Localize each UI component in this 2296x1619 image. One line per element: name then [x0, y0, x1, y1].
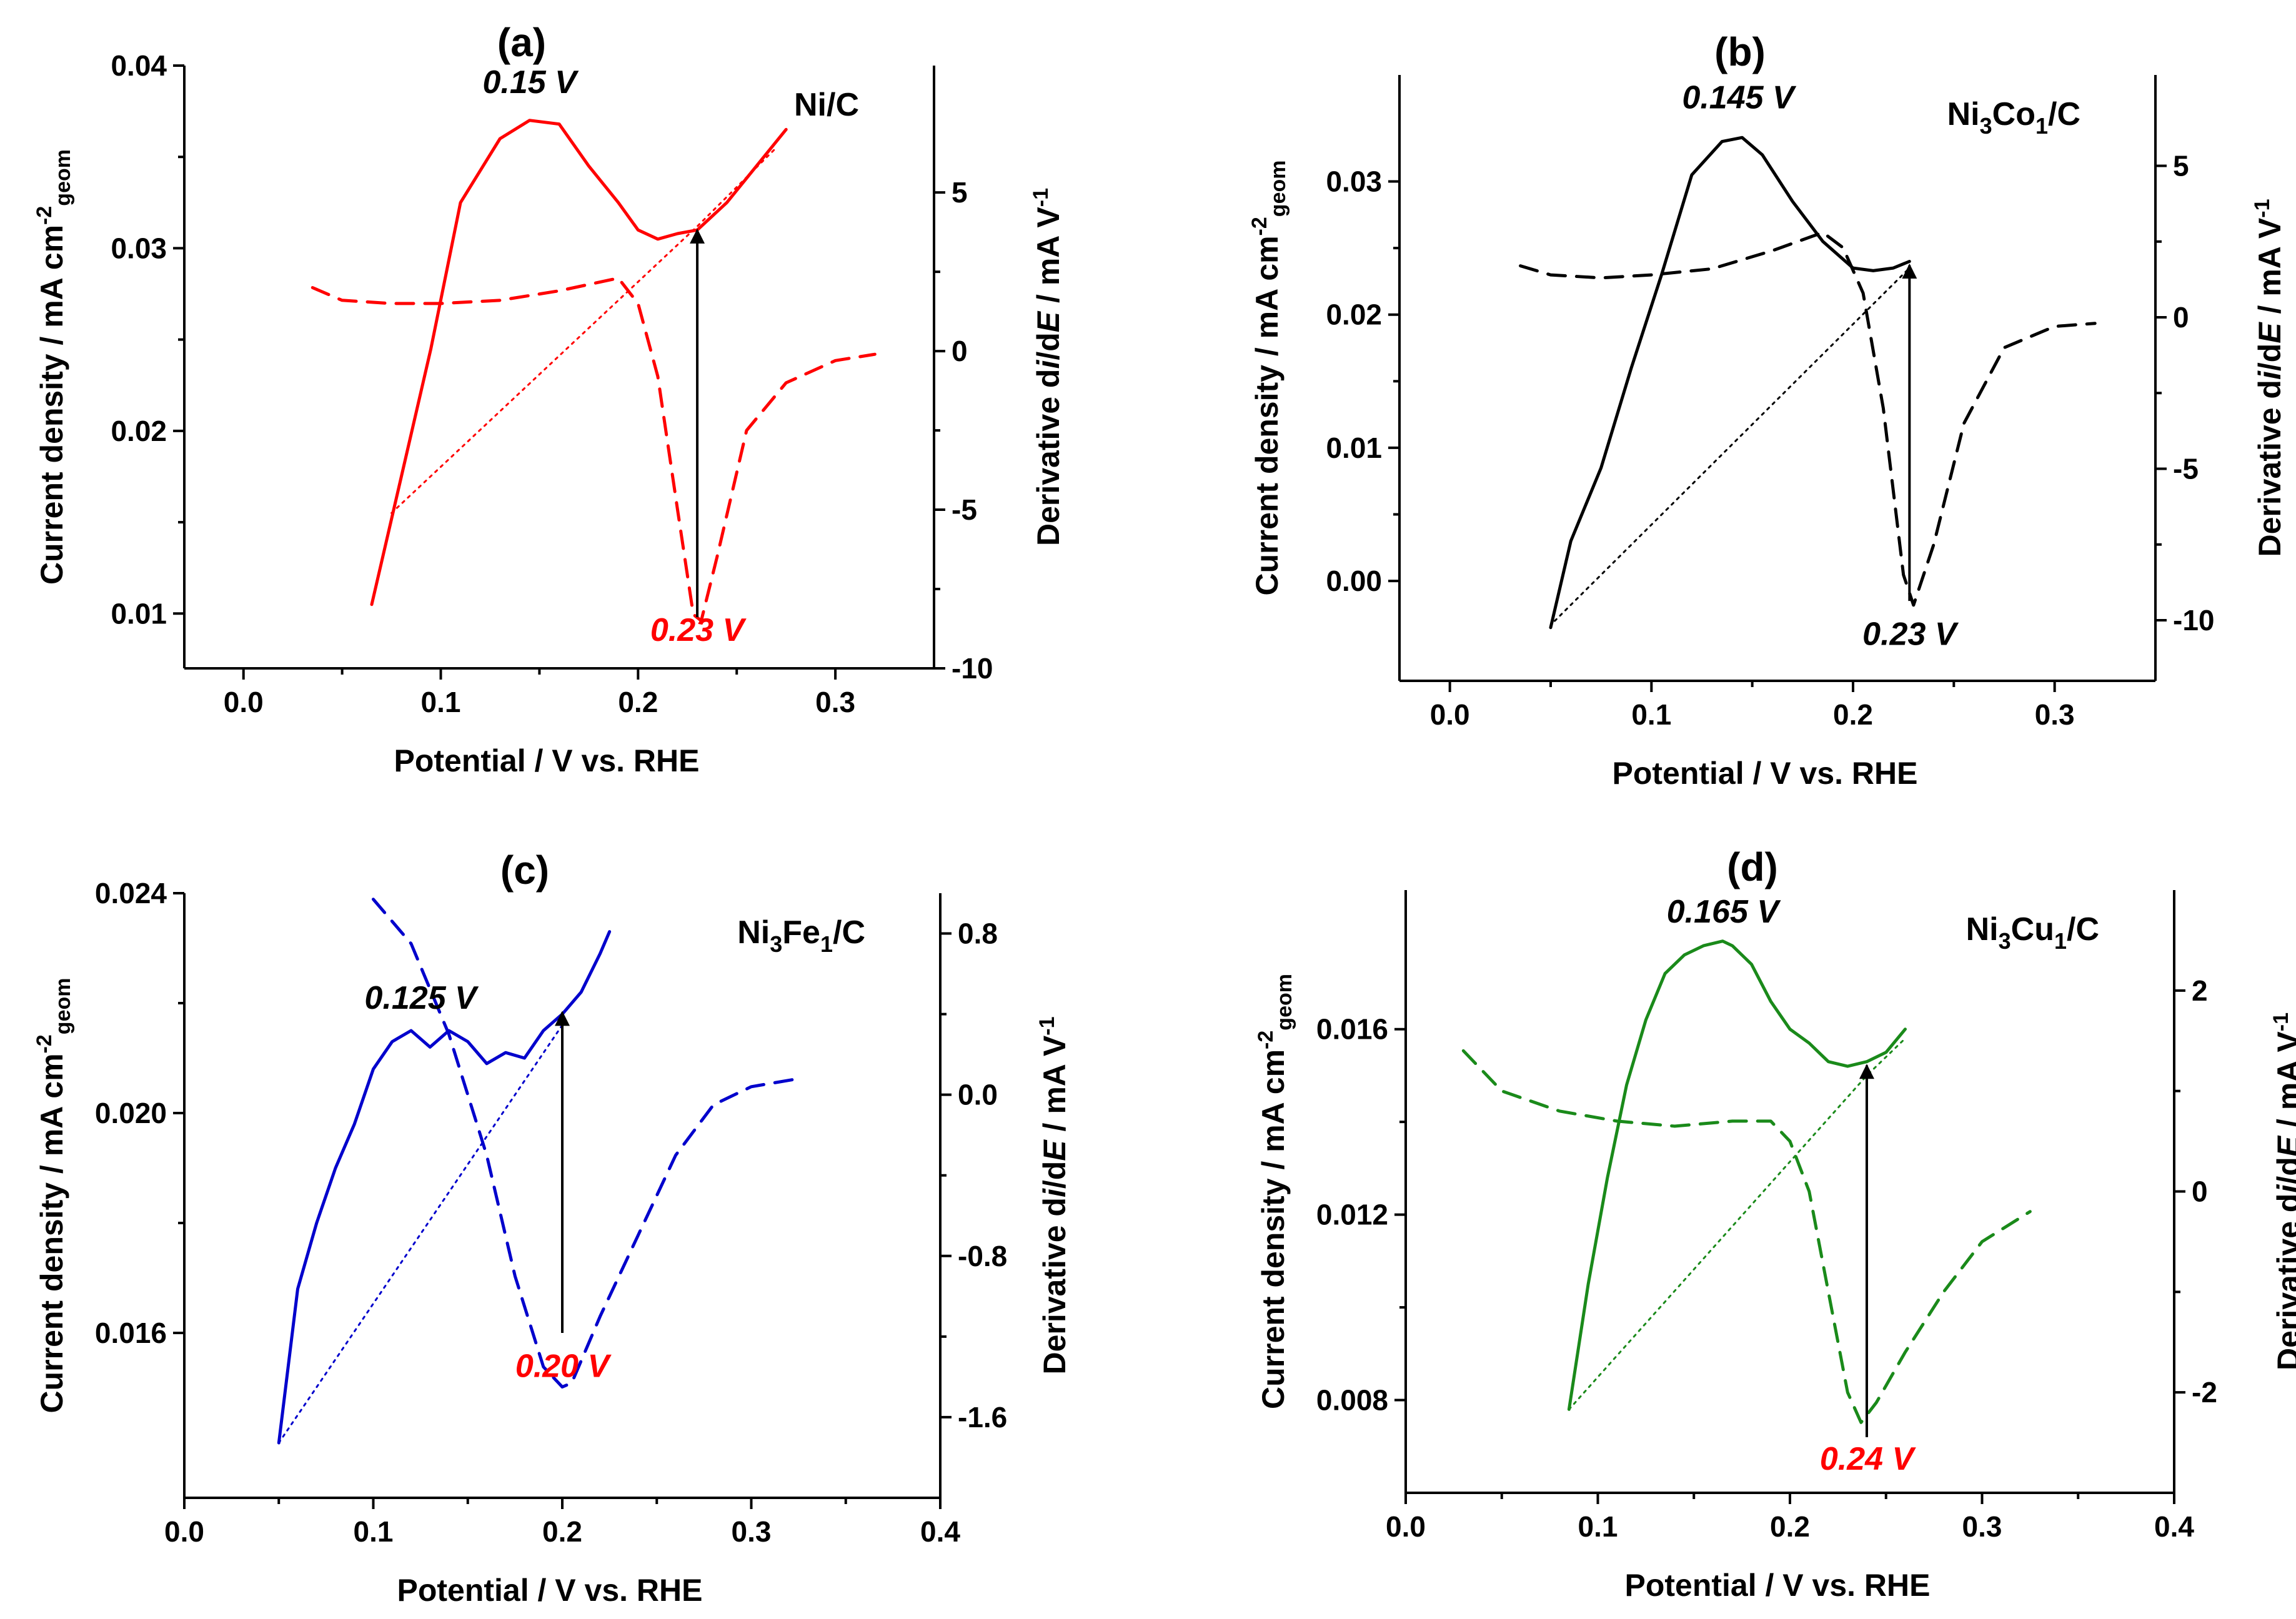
series-solid-line [370, 119, 788, 607]
onset-potential-annotation: 0.23 V [1862, 616, 1959, 652]
x-tick-label: 0.2 [1833, 698, 1873, 731]
y-right-tick-label: 0.8 [958, 918, 998, 950]
x-tick-label: 0.3 [815, 686, 855, 718]
series-dotted-line [1568, 1037, 1906, 1410]
peak-potential-annotation: 0.145 V [1682, 79, 1797, 116]
y-left-axis-title: Current density / mA cm-2geom [1248, 161, 1290, 596]
x-tick-label: 0.2 [1770, 1510, 1810, 1543]
y-right-tick-label: -5 [2173, 453, 2199, 485]
y-left-tick-label: 0.04 [111, 49, 167, 82]
panel-b: 0.0 0.1 0.2 0.3 0.00 0.01 0.02 0.03 -10 -5 0 5 Poten… [1248, 29, 2287, 791]
x-tick-label: 0.4 [2154, 1510, 2194, 1543]
y-right-tick-label: 0.0 [958, 1079, 998, 1111]
y-right-tick-label: 2 [2192, 974, 2208, 1007]
panel-label: (c) [500, 848, 549, 893]
series-dashed-line [372, 898, 800, 1389]
y-left-tick-label: 0.02 [111, 415, 167, 447]
x-tick-label: 0.2 [542, 1515, 582, 1548]
series-dotted-line [390, 147, 777, 514]
y-right-tick-label: -1.6 [958, 1401, 1007, 1433]
x-tick-label: 0.1 [1631, 698, 1671, 731]
x-axis-title: Potential / V vs. RHE [1612, 756, 1917, 791]
y-left-tick-label: 0.00 [1326, 565, 1382, 597]
y-right-tick-label: -10 [2173, 604, 2214, 636]
y-left-tick-label: 0.008 [1316, 1384, 1388, 1417]
y-left-tick-label: 0.03 [1326, 166, 1382, 198]
y-right-tick-label: -0.8 [958, 1240, 1007, 1272]
x-tick-label: 0.2 [618, 686, 658, 718]
sample-label: Ni3Co1/C [1947, 96, 2080, 139]
y-right-tick-label: -2 [2192, 1376, 2217, 1409]
y-right-tick-label: -10 [952, 652, 993, 685]
y-left-tick-label: 0.01 [111, 597, 167, 630]
onset-potential-annotation: 0.20 V [515, 1348, 612, 1384]
x-tick-label: 0.0 [1386, 1510, 1426, 1543]
series-dashed-line [311, 276, 877, 623]
y-left-tick-label: 0.01 [1326, 432, 1382, 464]
peak-potential-annotation: 0.125 V [364, 980, 479, 1016]
panel-d: 0.0 0.1 0.2 0.3 0.4 0.008 0.012 0.016 -2 0 2 Potent… [1254, 844, 2296, 1603]
y-left-tick-label: 0.016 [1316, 1013, 1388, 1046]
y-right-tick-label: 0 [952, 335, 968, 367]
x-tick-label: 0.3 [2035, 698, 2075, 731]
series-dashed-line [1461, 1049, 2032, 1424]
y-left-tick-label: 0.016 [95, 1317, 167, 1349]
panel-c: 0.0 0.1 0.2 0.3 0.4 0.016 0.020 0.024 -1.6 -0.8 0.… [32, 848, 1072, 1608]
y-right-axis-title: Derivative di/dE / mA V-1 [1035, 1016, 1072, 1374]
panel-label: (a) [497, 20, 546, 65]
series-dotted-line [277, 1024, 564, 1444]
y-left-axis-title: Current density / mA cm-2geom [32, 149, 75, 585]
onset-potential-annotation: 0.24 V [1820, 1441, 1917, 1477]
y-right-axis-title: Derivative di/dE / mA V-1 [2250, 199, 2287, 557]
y-right-tick-label: 0 [2173, 301, 2189, 334]
sample-label: Ni/C [794, 87, 859, 123]
y-left-tick-label: 0.03 [111, 232, 167, 264]
sample-label: Ni3Cu1/C [1966, 911, 2099, 954]
x-tick-label: 0.1 [1578, 1510, 1618, 1543]
onset-potential-annotation: 0.23 V [650, 612, 747, 648]
panel-label: (b) [1714, 29, 1766, 74]
y-left-axis-title: Current density / mA cm-2geom [1254, 974, 1296, 1409]
y-right-tick-label: 0 [2192, 1176, 2208, 1208]
sample-label: Ni3Fe1/C [737, 914, 865, 957]
x-axis-title: Potential / V vs. RHE [1624, 1568, 1930, 1603]
series-solid-line [1549, 136, 1911, 630]
y-right-tick-label: 5 [2173, 150, 2189, 182]
x-tick-label: 0.1 [421, 686, 461, 718]
x-tick-label: 0.3 [1962, 1510, 2002, 1543]
y-left-tick-label: 0.012 [1316, 1199, 1388, 1231]
x-tick-label: 0.0 [164, 1515, 204, 1548]
series-dashed-line [1519, 230, 2097, 607]
series-solid-line [1567, 939, 1907, 1411]
y-left-tick-label: 0.024 [95, 877, 167, 909]
y-right-tick-label: -5 [952, 493, 977, 526]
peak-potential-annotation: 0.15 V [482, 64, 579, 101]
x-tick-label: 0.4 [920, 1515, 960, 1548]
x-tick-label: 0.0 [1430, 698, 1470, 731]
y-left-tick-label: 0.020 [95, 1097, 167, 1129]
panel-label: (d) [1727, 844, 1778, 889]
x-axis-title: Potential / V vs. RHE [397, 1573, 702, 1608]
y-right-tick-label: 5 [952, 176, 968, 209]
y-right-axis-title: Derivative di/dE / mA V-1 [2269, 1012, 2296, 1370]
x-tick-label: 0.1 [354, 1515, 394, 1548]
y-right-axis-title: Derivative di/dE / mA V-1 [1029, 188, 1066, 546]
x-tick-label: 0.3 [732, 1515, 772, 1548]
y-left-axis-title: Current density / mA cm-2geom [32, 978, 75, 1414]
y-left-tick-label: 0.02 [1326, 299, 1382, 331]
peak-potential-annotation: 0.165 V [1667, 894, 1782, 930]
x-tick-label: 0.0 [224, 686, 264, 718]
x-axis-title: Potential / V vs. RHE [394, 743, 699, 778]
series-dotted-line [1554, 267, 1911, 622]
panel-a: 0.0 0.1 0.2 0.3 0.01 0.02 0.03 0.04 -10 -5 0 5 Poten… [32, 20, 1066, 778]
